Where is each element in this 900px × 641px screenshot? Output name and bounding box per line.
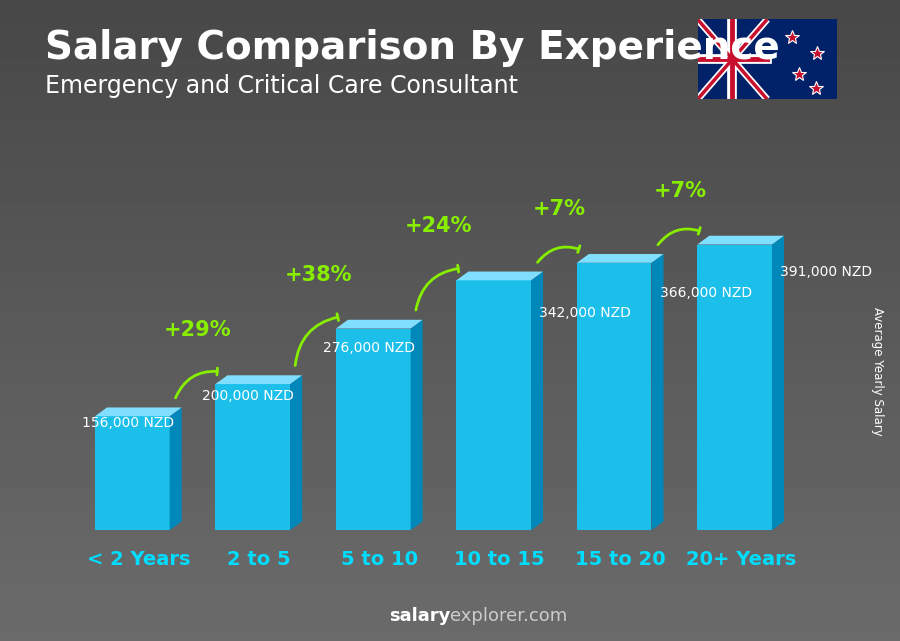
Text: 156,000 NZD: 156,000 NZD [82, 416, 174, 430]
Text: Salary Comparison By Experience: Salary Comparison By Experience [45, 29, 779, 67]
Polygon shape [772, 236, 784, 530]
Bar [577, 263, 652, 530]
Bar [698, 244, 772, 530]
Bar [215, 384, 290, 530]
Polygon shape [215, 376, 302, 384]
Polygon shape [410, 320, 423, 530]
Text: 2 to 5: 2 to 5 [227, 549, 291, 569]
Text: 10 to 15: 10 to 15 [454, 549, 545, 569]
Text: 366,000 NZD: 366,000 NZD [660, 287, 752, 300]
Text: salary: salary [389, 607, 450, 625]
Text: +29%: +29% [164, 320, 232, 340]
Text: explorer.com: explorer.com [450, 607, 567, 625]
Text: 391,000 NZD: 391,000 NZD [780, 265, 872, 279]
Polygon shape [290, 376, 302, 530]
Text: +24%: +24% [405, 217, 472, 237]
Bar [456, 280, 531, 530]
Polygon shape [652, 254, 663, 530]
Polygon shape [336, 320, 423, 329]
Polygon shape [577, 254, 663, 263]
Text: < 2 Years: < 2 Years [86, 549, 190, 569]
Polygon shape [698, 236, 784, 244]
Polygon shape [169, 408, 182, 530]
Bar [95, 416, 169, 530]
Text: 200,000 NZD: 200,000 NZD [202, 389, 294, 403]
Text: 15 to 20: 15 to 20 [575, 549, 665, 569]
Text: 20+ Years: 20+ Years [686, 549, 796, 569]
Text: Average Yearly Salary: Average Yearly Salary [871, 308, 884, 436]
Polygon shape [95, 408, 182, 416]
Bar [336, 329, 410, 530]
Text: Emergency and Critical Care Consultant: Emergency and Critical Care Consultant [45, 74, 518, 97]
Polygon shape [531, 272, 543, 530]
Text: 342,000 NZD: 342,000 NZD [539, 306, 631, 320]
Text: +38%: +38% [284, 265, 352, 285]
Text: 276,000 NZD: 276,000 NZD [322, 341, 415, 354]
Text: +7%: +7% [533, 199, 586, 219]
Text: 5 to 10: 5 to 10 [341, 549, 418, 569]
Polygon shape [456, 272, 543, 280]
Text: +7%: +7% [653, 181, 706, 201]
